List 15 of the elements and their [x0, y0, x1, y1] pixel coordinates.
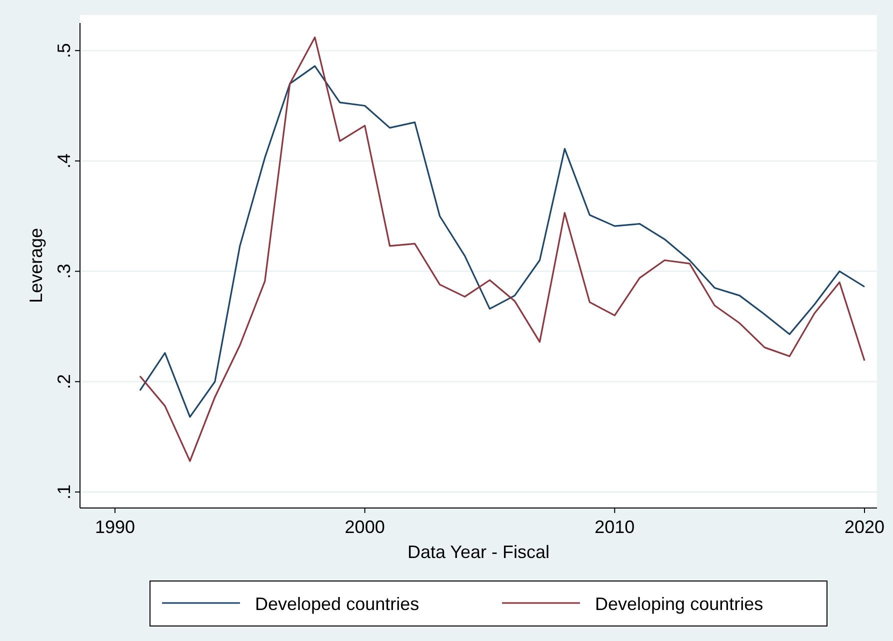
x-tick-label: 2020	[844, 517, 885, 537]
x-tick-label: 1990	[94, 517, 135, 537]
y-tick-label: .1	[54, 484, 74, 500]
y-tick-label: .4	[54, 153, 74, 168]
y-tick-label: .5	[54, 43, 74, 58]
line-series	[139, 65, 866, 418]
line-series	[139, 36, 866, 462]
legend-label: Developed countries	[255, 594, 420, 614]
y-tick-label: .2	[54, 374, 74, 390]
legend-label: Developing countries	[595, 594, 764, 614]
x-tick-label: 2010	[594, 517, 635, 537]
x-axis-title: Data Year - Fiscal	[407, 542, 550, 562]
y-axis-title: Leverage	[26, 228, 46, 304]
y-tick-label: .3	[54, 264, 74, 279]
x-tick-label: 2000	[344, 517, 385, 537]
